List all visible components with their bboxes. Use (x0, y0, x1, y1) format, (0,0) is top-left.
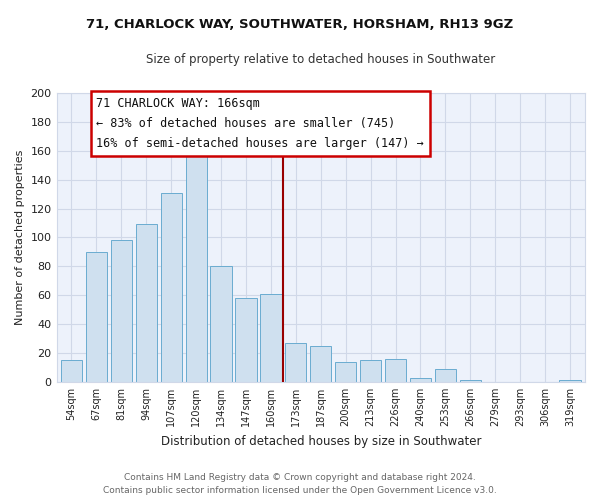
Bar (211, 266, 232, 382)
Bar (136, 224, 157, 382)
Bar (86, 252, 107, 382)
Y-axis label: Number of detached properties: Number of detached properties (15, 150, 25, 325)
Text: Contains HM Land Registry data © Crown copyright and database right 2024.
Contai: Contains HM Land Registry data © Crown c… (103, 473, 497, 495)
Title: Size of property relative to detached houses in Southwater: Size of property relative to detached ho… (146, 52, 496, 66)
Bar (559, 380, 581, 382)
Bar (385, 359, 406, 382)
Bar (460, 380, 481, 382)
Bar (285, 343, 307, 382)
Bar (310, 346, 331, 382)
Bar (235, 298, 257, 382)
Bar (335, 362, 356, 382)
Bar (435, 369, 456, 382)
Text: 71 CHARLOCK WAY: 166sqm
← 83% of detached houses are smaller (745)
16% of semi-d: 71 CHARLOCK WAY: 166sqm ← 83% of detache… (97, 98, 424, 150)
Bar (161, 192, 182, 382)
Bar (61, 360, 82, 382)
Text: 71, CHARLOCK WAY, SOUTHWATER, HORSHAM, RH13 9GZ: 71, CHARLOCK WAY, SOUTHWATER, HORSHAM, R… (86, 18, 514, 30)
Bar (111, 240, 132, 382)
Bar (360, 360, 381, 382)
X-axis label: Distribution of detached houses by size in Southwater: Distribution of detached houses by size … (161, 434, 481, 448)
Bar (260, 294, 281, 382)
Bar (410, 378, 431, 382)
Bar (185, 155, 207, 382)
